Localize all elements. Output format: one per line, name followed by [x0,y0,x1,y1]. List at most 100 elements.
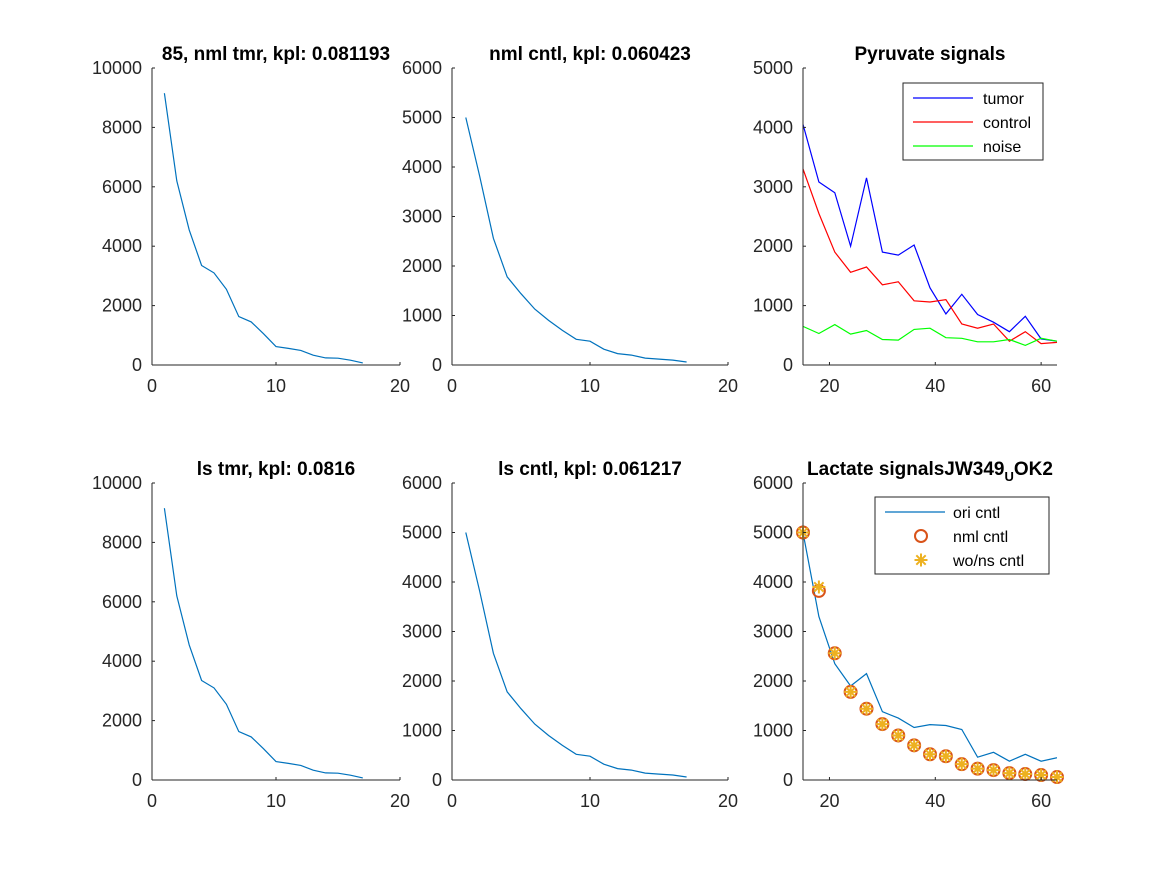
x-tick-label: 40 [925,791,945,811]
y-tick-label: 6000 [102,177,142,197]
legend: ori cntl nml cntl wo/ns cntl [874,496,1050,575]
data-point-asterisk [1018,767,1032,781]
x-tick-label: 20 [718,376,738,396]
x-tick-label: 0 [447,791,457,811]
x-tick-label: 20 [390,791,410,811]
y-tick-label: 4000 [753,117,793,137]
y-tick-label: 5000 [402,108,442,128]
legend-label: wo/ns cntl [952,553,1024,570]
y-tick-label: 1000 [753,721,793,741]
axes-background [452,483,728,780]
subplot-4: 0 2000 4000 6000 8000 10000 0 10 20 ls tmr, kpl: … [92,459,410,811]
subplot-2: 0 1000 2000 3000 4000 5000 6000 0 10 20 nml cntl, … [402,44,738,396]
y-tick-label: 4000 [402,572,442,592]
data-point-asterisk [860,702,873,716]
series-line-ori-cntl [803,532,1057,762]
legend-label: ori cntl [953,505,1000,522]
y-tick-label: 2000 [753,236,793,256]
y-tick-label: 3000 [402,207,442,227]
chart-title: ls cntl, kpl: 0.061217 [498,459,682,480]
y-tick-label: 3000 [753,177,793,197]
y-tick-label: 8000 [102,117,142,137]
legend-swatch [914,529,928,543]
plot-area [803,532,1057,762]
data-point-asterisk [875,717,889,731]
y-tick-label: 10000 [92,473,142,493]
chart-title: Pyruvate signals [854,44,1005,65]
x-tick-label: 60 [1031,791,1051,811]
legend-label: tumor [983,91,1025,108]
series-line-noise [803,323,1057,347]
axes-background [152,68,400,365]
y-tick-label: 6000 [402,473,442,493]
plot-area [465,532,687,778]
x-tick-label: 10 [580,376,600,396]
y-tick-label: 4000 [753,572,793,592]
y-tick-label: 2000 [102,296,142,316]
subplot-5: 0 1000 2000 3000 4000 5000 6000 0 10 20 ls cntl, k… [402,459,738,811]
y-tick-label: 5000 [753,58,793,78]
y-tick-label: 1000 [402,306,442,326]
y-tick-label: 2000 [402,256,442,276]
legend-label: control [983,115,1031,132]
y-tick-label: 8000 [102,532,142,552]
y-tick-label: 5000 [753,523,793,543]
series-line-tumor [803,124,1057,342]
x-tick-label: 0 [447,376,457,396]
y-tick-label: 4000 [102,236,142,256]
y-tick-label: 0 [432,770,442,790]
x-tick-label: 10 [580,791,600,811]
y-tick-label: 2000 [402,671,442,691]
x-tick-label: 10 [266,791,286,811]
y-tick-label: 10000 [92,58,142,78]
y-tick-label: 3000 [753,622,793,642]
y-tick-label: 1000 [402,721,442,741]
x-tick-label: 20 [390,376,410,396]
data-point-asterisk [939,749,953,763]
data-point-asterisk [891,728,905,742]
y-tick-label: 4000 [102,651,142,671]
plot-area [163,93,363,364]
subplot-3: 0 1000 2000 3000 4000 5000 20 40 60 Pyruvate sign… [753,44,1057,396]
legend-label: nml cntl [953,529,1008,546]
subplot-6: 0 1000 2000 3000 4000 5000 6000 20 40 60 Lactate s… [753,459,1064,811]
series-line-control [803,168,1057,345]
y-tick-label: 6000 [102,592,142,612]
legend-swatch [914,553,928,567]
chart-title: nml cntl, kpl: 0.060423 [489,44,691,65]
y-tick-label: 2000 [753,671,793,691]
chart-title: ls tmr, kpl: 0.0816 [197,459,355,480]
y-tick-label: 0 [783,355,793,375]
plot-area [163,508,363,779]
data-point-asterisk [923,747,937,761]
axes-background [152,483,400,780]
series-line-1 [465,532,687,778]
y-tick-label: 2000 [102,711,142,731]
y-tick-label: 1000 [753,296,793,316]
x-tick-label: 10 [266,376,286,396]
data-point-asterisk [955,757,969,771]
plot-area [803,124,1057,347]
plot-area [465,117,687,363]
axes-background [452,68,728,365]
data-point-asterisk [828,646,842,660]
subplot-1: 0 2000 4000 6000 8000 10000 0 10 20 85, nml tmr, … [92,44,410,396]
y-tick-label: 0 [432,355,442,375]
y-tick-label: 3000 [402,622,442,642]
data-point-asterisk [1002,766,1016,780]
legend: tumor control noise [902,82,1044,161]
chart-title: 85, nml tmr, kpl: 0.081193 [162,44,390,65]
series-line-1 [163,93,363,364]
y-tick-label: 6000 [753,473,793,493]
data-point-asterisk [1034,768,1048,782]
series-line-1 [163,508,363,779]
x-tick-label: 0 [147,376,157,396]
x-tick-label: 20 [819,376,839,396]
chart-title: Lactate signalsJW349UOK2 [807,459,1053,484]
data-point-asterisk [907,738,921,752]
y-tick-label: 0 [783,770,793,790]
y-tick-label: 0 [132,770,142,790]
y-tick-label: 4000 [402,157,442,177]
x-tick-label: 0 [147,791,157,811]
x-tick-label: 20 [819,791,839,811]
